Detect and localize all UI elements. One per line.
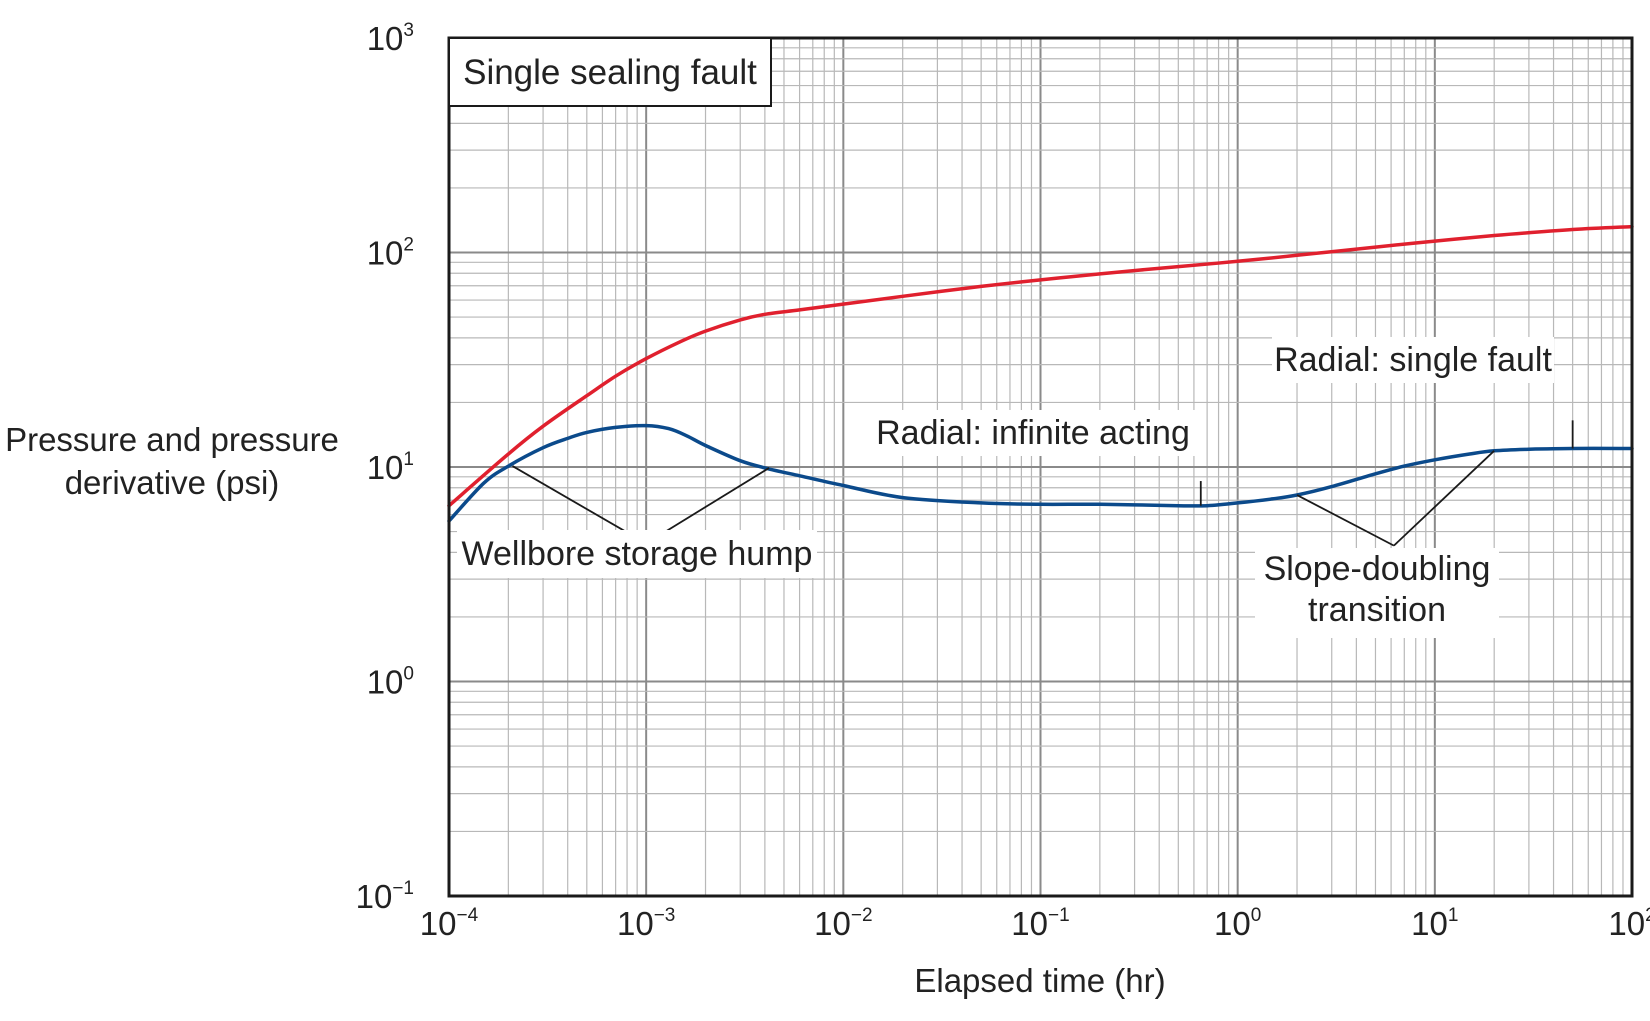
series-layer — [447, 224, 1634, 523]
y-axis-title-line-2: derivative (psi) — [65, 464, 280, 501]
grid-layer — [449, 38, 1632, 896]
annotation-radial-single-fault: Radial: single fault — [1274, 341, 1552, 379]
annotation-wellbore-storage-hump: Wellbore storage hump — [462, 535, 813, 573]
x-tick-label: 100 — [1214, 905, 1261, 942]
y-tick-label: 100 — [367, 664, 414, 701]
annotation-bg — [1255, 548, 1499, 638]
x-tick-label: 10−3 — [617, 905, 675, 942]
leader-slope-right — [1393, 450, 1495, 547]
plot-frame — [447, 36, 1634, 898]
x-tick-label: 10−1 — [1011, 905, 1069, 942]
annotation-radial-infinite-acting: Radial: infinite acting — [876, 414, 1190, 452]
y-tick-label: 102 — [367, 235, 414, 272]
chart-title: Single sealing fault — [463, 53, 757, 92]
pressure-curve — [447, 224, 1634, 508]
x-tick-label: 10−2 — [814, 905, 872, 942]
x-tick-label: 102 — [1608, 905, 1650, 942]
tick-labels: 10−4 10−3 10−2 10−1 100 101 102 10−1 100 101 102 10… — [356, 20, 1650, 942]
annotation-bg — [1272, 337, 1554, 383]
x-tick-label: 101 — [1411, 905, 1458, 942]
legend-box — [448, 37, 772, 107]
leader-slope-left — [1296, 494, 1395, 547]
y-axis-title-line-1: Pressure and pressure — [5, 421, 339, 458]
y-tick-label: 101 — [367, 449, 414, 486]
annotation-bg — [870, 410, 1196, 456]
annotation-bg — [457, 530, 817, 578]
y-tick-label: 10−1 — [356, 878, 414, 915]
annotation-slope-doubling: Slope-doubling — [1264, 550, 1491, 588]
y-tick-label: 103 — [367, 20, 414, 57]
derivative-curve — [447, 423, 1634, 523]
x-tick-label: 10−4 — [420, 905, 479, 942]
annotation-transition: transition — [1308, 591, 1446, 629]
x-axis-title: Elapsed time (hr) — [914, 962, 1165, 999]
